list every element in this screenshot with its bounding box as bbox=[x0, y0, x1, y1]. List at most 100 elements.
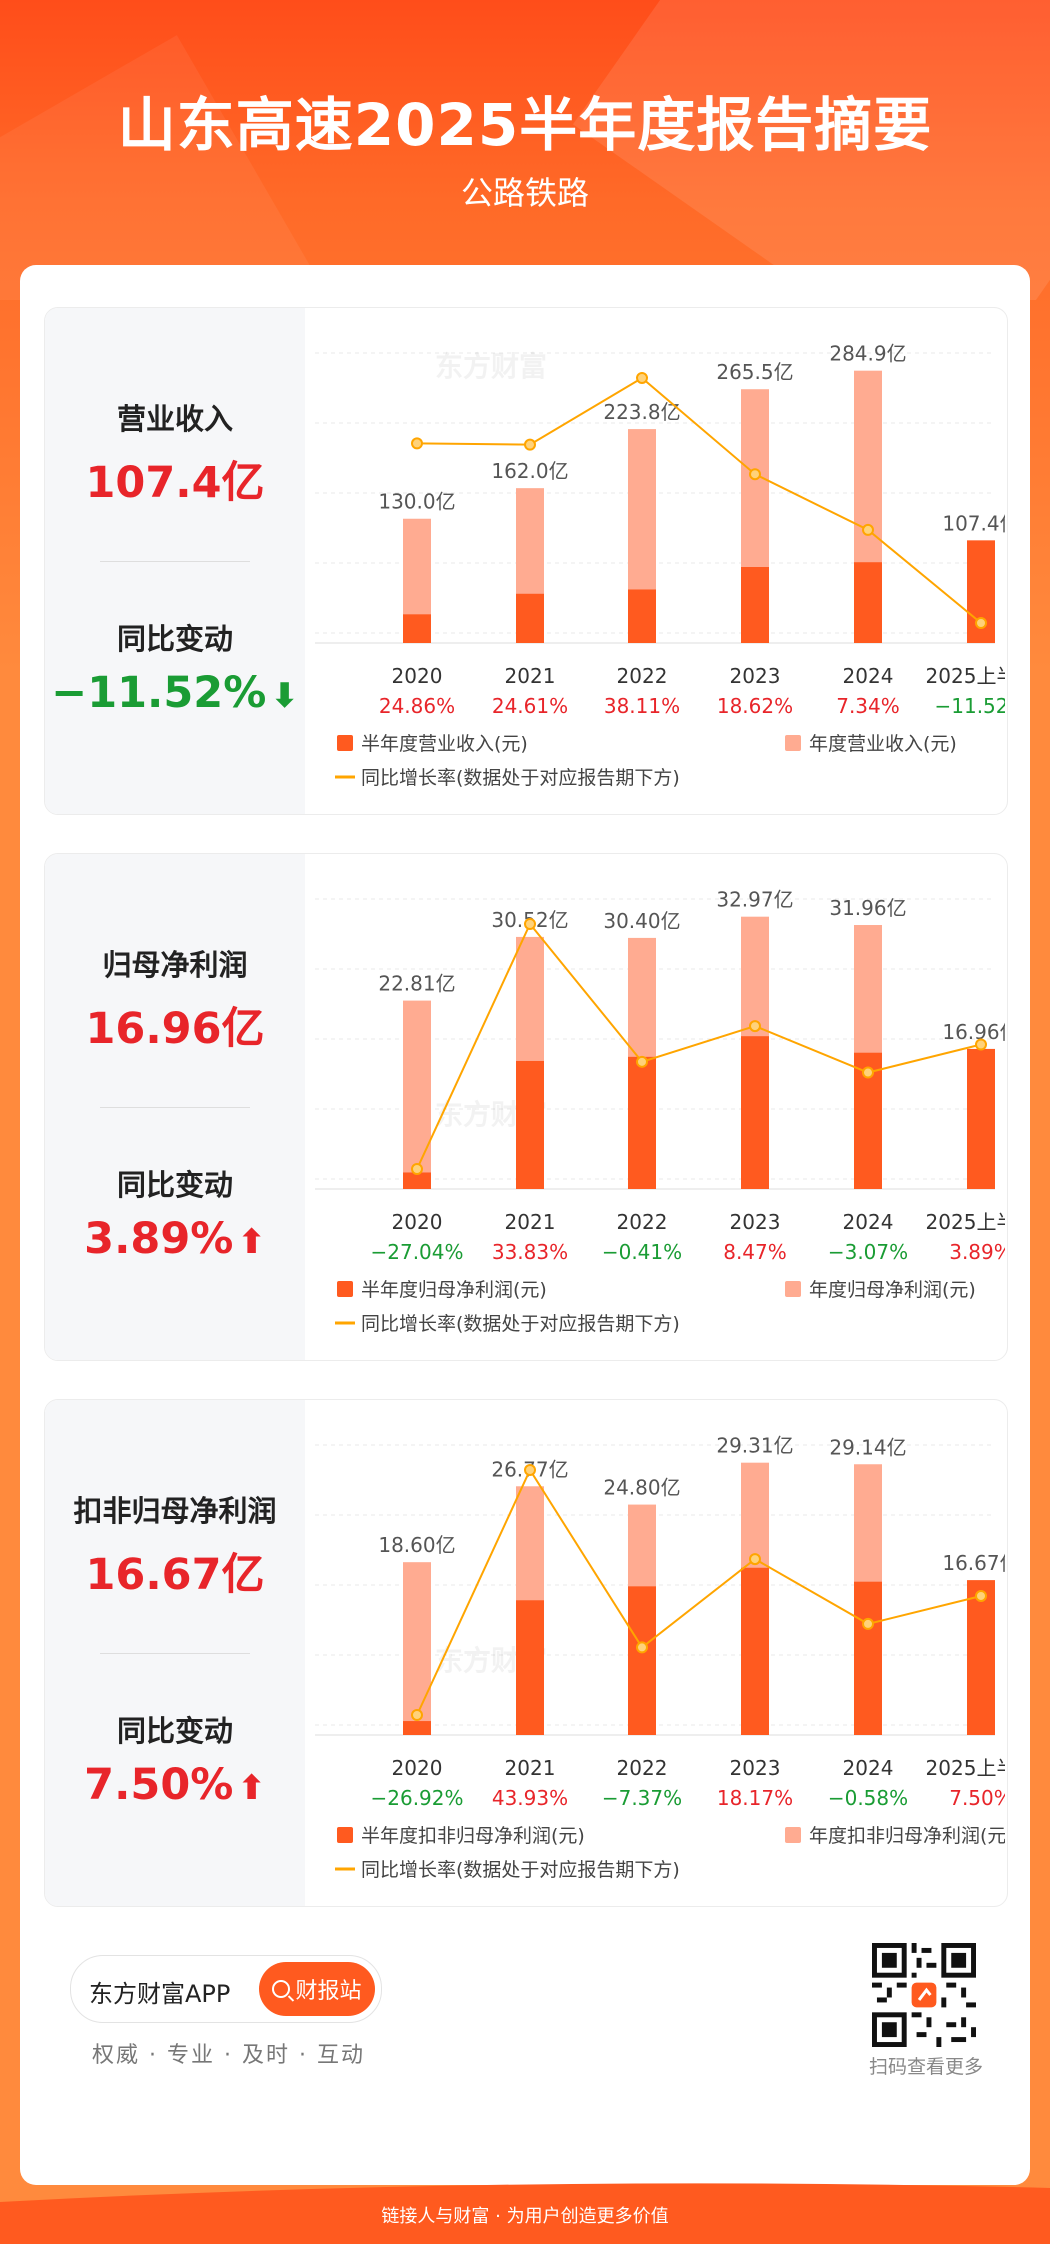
legend-swatch-half bbox=[337, 735, 353, 751]
growth-line bbox=[416, 376, 982, 624]
x-tick-label: 2023 bbox=[730, 1210, 781, 1234]
divider bbox=[100, 561, 250, 562]
bar-value-label: 30.40亿 bbox=[603, 909, 680, 933]
growth-point bbox=[636, 1641, 648, 1654]
growth-point bbox=[636, 372, 648, 384]
app-search-pill[interactable]: 东方财富APP 财报站 bbox=[70, 1955, 382, 2023]
growth-point bbox=[862, 1617, 874, 1630]
growth-rate-label: −27.04% bbox=[370, 1240, 463, 1264]
arrow-up-icon: ⬆ bbox=[237, 1768, 266, 1808]
legend-label-annual: 年度营业收入(元) bbox=[809, 733, 957, 755]
half-year-bar bbox=[403, 1172, 431, 1189]
metric-sidebar: 归母净利润 16.96亿 同比变动 3.89% ⬆ bbox=[45, 854, 305, 1360]
half-year-bar bbox=[967, 1580, 995, 1735]
x-tick-label: 2020 bbox=[392, 1210, 443, 1234]
metric-label: 扣非归母净利润 bbox=[73, 1494, 277, 1528]
arrow-up-icon: ⬆ bbox=[237, 1222, 266, 1262]
legend-swatch-annual bbox=[785, 1281, 801, 1297]
metric-sidebar: 营业收入 107.4亿 同比变动 −11.52% ⬇ bbox=[45, 308, 305, 814]
half-year-bar bbox=[403, 1721, 431, 1735]
growth-rate-label: −26.92% bbox=[370, 1786, 463, 1810]
change-label: 同比变动 bbox=[116, 1714, 233, 1748]
divider bbox=[100, 1653, 250, 1654]
half-year-bar bbox=[741, 1036, 769, 1189]
x-tick-label: 2024 bbox=[843, 664, 894, 688]
growth-point bbox=[975, 1038, 987, 1051]
growth-point bbox=[524, 918, 536, 930]
x-tick-label: 2025上半年 bbox=[926, 664, 1005, 688]
growth-rate-label: 38.11% bbox=[604, 694, 680, 718]
growth-point bbox=[411, 1709, 423, 1721]
annual-bar bbox=[403, 1562, 431, 1735]
half-year-bar bbox=[516, 1060, 544, 1189]
qr-code-icon[interactable] bbox=[872, 1943, 976, 2047]
growth-rate-label: −0.41% bbox=[602, 1240, 682, 1264]
change-value: −11.52% bbox=[51, 668, 267, 718]
report-station-button[interactable]: 财报站 bbox=[259, 1962, 375, 2016]
bar-value-label: 18.60亿 bbox=[378, 1533, 455, 1557]
half-year-bar bbox=[741, 567, 769, 643]
bar-value-label: 162.0亿 bbox=[491, 459, 568, 483]
growth-line bbox=[416, 1467, 982, 1716]
divider bbox=[100, 1107, 250, 1108]
slogan: 权威 · 专业 · 及时 · 互动 bbox=[92, 2043, 365, 2068]
bottom-wave bbox=[0, 2183, 1050, 2244]
growth-rate-label: 24.61% bbox=[492, 694, 568, 718]
x-tick-label: 2022 bbox=[617, 664, 668, 688]
growth-point bbox=[749, 1553, 761, 1566]
x-tick-label: 2022 bbox=[617, 1210, 668, 1234]
bar-value-label: 32.97亿 bbox=[716, 888, 793, 912]
x-tick-label: 2023 bbox=[730, 1756, 781, 1780]
growth-rate-label: 33.83% bbox=[492, 1240, 568, 1264]
half-year-bar bbox=[628, 589, 656, 643]
legend-swatch-annual bbox=[785, 1827, 801, 1843]
legend-swatch-half bbox=[337, 1827, 353, 1843]
half-year-bar bbox=[628, 1586, 656, 1735]
bar-value-label: 16.96亿 bbox=[942, 1020, 1005, 1044]
half-year-bar bbox=[967, 1048, 995, 1189]
bar-value-label: 24.80亿 bbox=[603, 1476, 680, 1500]
net-profit-chart: 东方财富22.81亿30.52亿30.40亿32.97亿31.96亿16.96亿… bbox=[315, 888, 1005, 1335]
legend-swatch-half bbox=[337, 1281, 353, 1297]
legend-label-line: 同比增长率(数据处于对应报告期下方) bbox=[361, 1313, 680, 1335]
half-year-bar bbox=[854, 1581, 882, 1735]
metric-value: 16.96亿 bbox=[85, 1004, 265, 1054]
growth-rate-label: 18.17% bbox=[717, 1786, 793, 1810]
growth-rate-label: −3.07% bbox=[828, 1240, 908, 1264]
legend-label-annual: 年度归母净利润(元) bbox=[809, 1279, 976, 1301]
growth-line bbox=[416, 922, 982, 1170]
change-label: 同比变动 bbox=[116, 622, 233, 656]
bar-value-label: 31.96亿 bbox=[829, 896, 906, 920]
report-station-label: 财报站 bbox=[295, 1979, 362, 2004]
growth-rate-label: 8.47% bbox=[723, 1240, 787, 1264]
metric-label: 归母净利润 bbox=[102, 948, 248, 982]
growth-point bbox=[411, 1163, 423, 1175]
x-tick-label: 2025上半年 bbox=[926, 1756, 1005, 1780]
change-value-row: 3.89% ⬆ bbox=[45, 1214, 305, 1264]
x-tick-label: 2025上半年 bbox=[926, 1210, 1005, 1234]
legend-label-half: 半年度扣非归母净利润(元) bbox=[361, 1825, 585, 1847]
x-tick-label: 2020 bbox=[392, 1756, 443, 1780]
x-tick-label: 2020 bbox=[392, 664, 443, 688]
growth-rate-label: 24.86% bbox=[379, 694, 455, 718]
app-name: 东方财富APP bbox=[89, 1980, 231, 2008]
change-value: 3.89% bbox=[84, 1214, 234, 1264]
metric-sidebar: 扣非归母净利润 16.67亿 同比变动 7.50% ⬆ bbox=[45, 1400, 305, 1906]
x-tick-label: 2023 bbox=[730, 664, 781, 688]
bar-value-label: 29.31亿 bbox=[716, 1434, 793, 1458]
bar-value-label: 265.5亿 bbox=[716, 360, 793, 384]
growth-rate-label: −0.58% bbox=[828, 1786, 908, 1810]
page-title: 山东高速2025半年度报告摘要 bbox=[117, 91, 933, 159]
metric-value: 107.4亿 bbox=[85, 458, 265, 508]
growth-point bbox=[749, 1020, 761, 1033]
half-year-bar bbox=[516, 593, 544, 643]
metric-label: 营业收入 bbox=[116, 402, 233, 436]
change-value-row: −11.52% ⬇ bbox=[45, 668, 305, 718]
growth-point bbox=[975, 617, 987, 629]
growth-rate-label: 3.89% bbox=[949, 1240, 1005, 1264]
growth-point bbox=[862, 1066, 874, 1079]
x-tick-label: 2024 bbox=[843, 1210, 894, 1234]
growth-point bbox=[636, 1055, 648, 1068]
x-tick-label: 2024 bbox=[843, 1756, 894, 1780]
half-year-bar bbox=[628, 1056, 656, 1189]
